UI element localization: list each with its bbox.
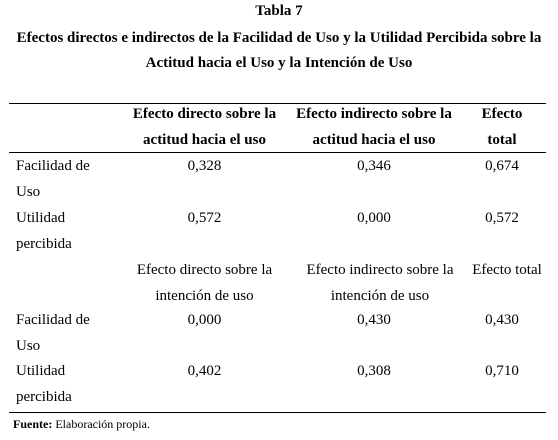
row2-label: Utilidad percibida	[16, 210, 72, 252]
row2-direct: 0,572	[187, 210, 222, 226]
row2-total: 0,572	[485, 210, 519, 226]
table-caption-line1: Efectos directos e indirectos de la Faci…	[16, 30, 542, 46]
row3-indirect: 0,430	[357, 312, 391, 328]
row4-indirect: 0,308	[357, 363, 391, 379]
top-rule	[9, 103, 546, 104]
row2-indirect: 0,000	[357, 210, 391, 226]
row3-direct: 0,000	[187, 312, 222, 328]
row3-total: 0,430	[485, 312, 519, 328]
source-label: Fuente:	[13, 417, 53, 431]
row1-total: 0,674	[485, 158, 519, 174]
row3-label: Facilidad de Uso	[16, 312, 90, 354]
header2-total: Efecto total	[472, 262, 542, 278]
row1-indirect: 0,346	[357, 158, 391, 174]
row4-direct: 0,402	[187, 363, 222, 379]
source-text: Elaboración propia.	[55, 417, 150, 431]
header1-total: Efecto total	[481, 106, 523, 148]
bottom-rule	[9, 412, 546, 413]
header1-direct: Efecto directo sobre la actitud hacia el…	[132, 106, 277, 148]
source-note: Fuente: Elaboración propia.	[13, 417, 150, 432]
header2-direct: Efecto directo sobre la intención de uso	[136, 262, 273, 304]
table-caption-line2: Actitud hacia el Uso y la Intención de U…	[145, 55, 413, 71]
row1-direct: 0,328	[187, 158, 222, 174]
row1-label: Facilidad de Uso	[16, 158, 90, 200]
table-label: Tabla 7	[255, 3, 303, 19]
row4-total: 0,710	[485, 363, 519, 379]
header-rule	[9, 152, 546, 153]
row4-label: Utilidad percibida	[16, 363, 72, 405]
header2-indirect: Efecto indirecto sobre la intención de u…	[306, 262, 454, 304]
header1-indirect: Efecto indirecto sobre la actitud hacia …	[296, 106, 452, 148]
